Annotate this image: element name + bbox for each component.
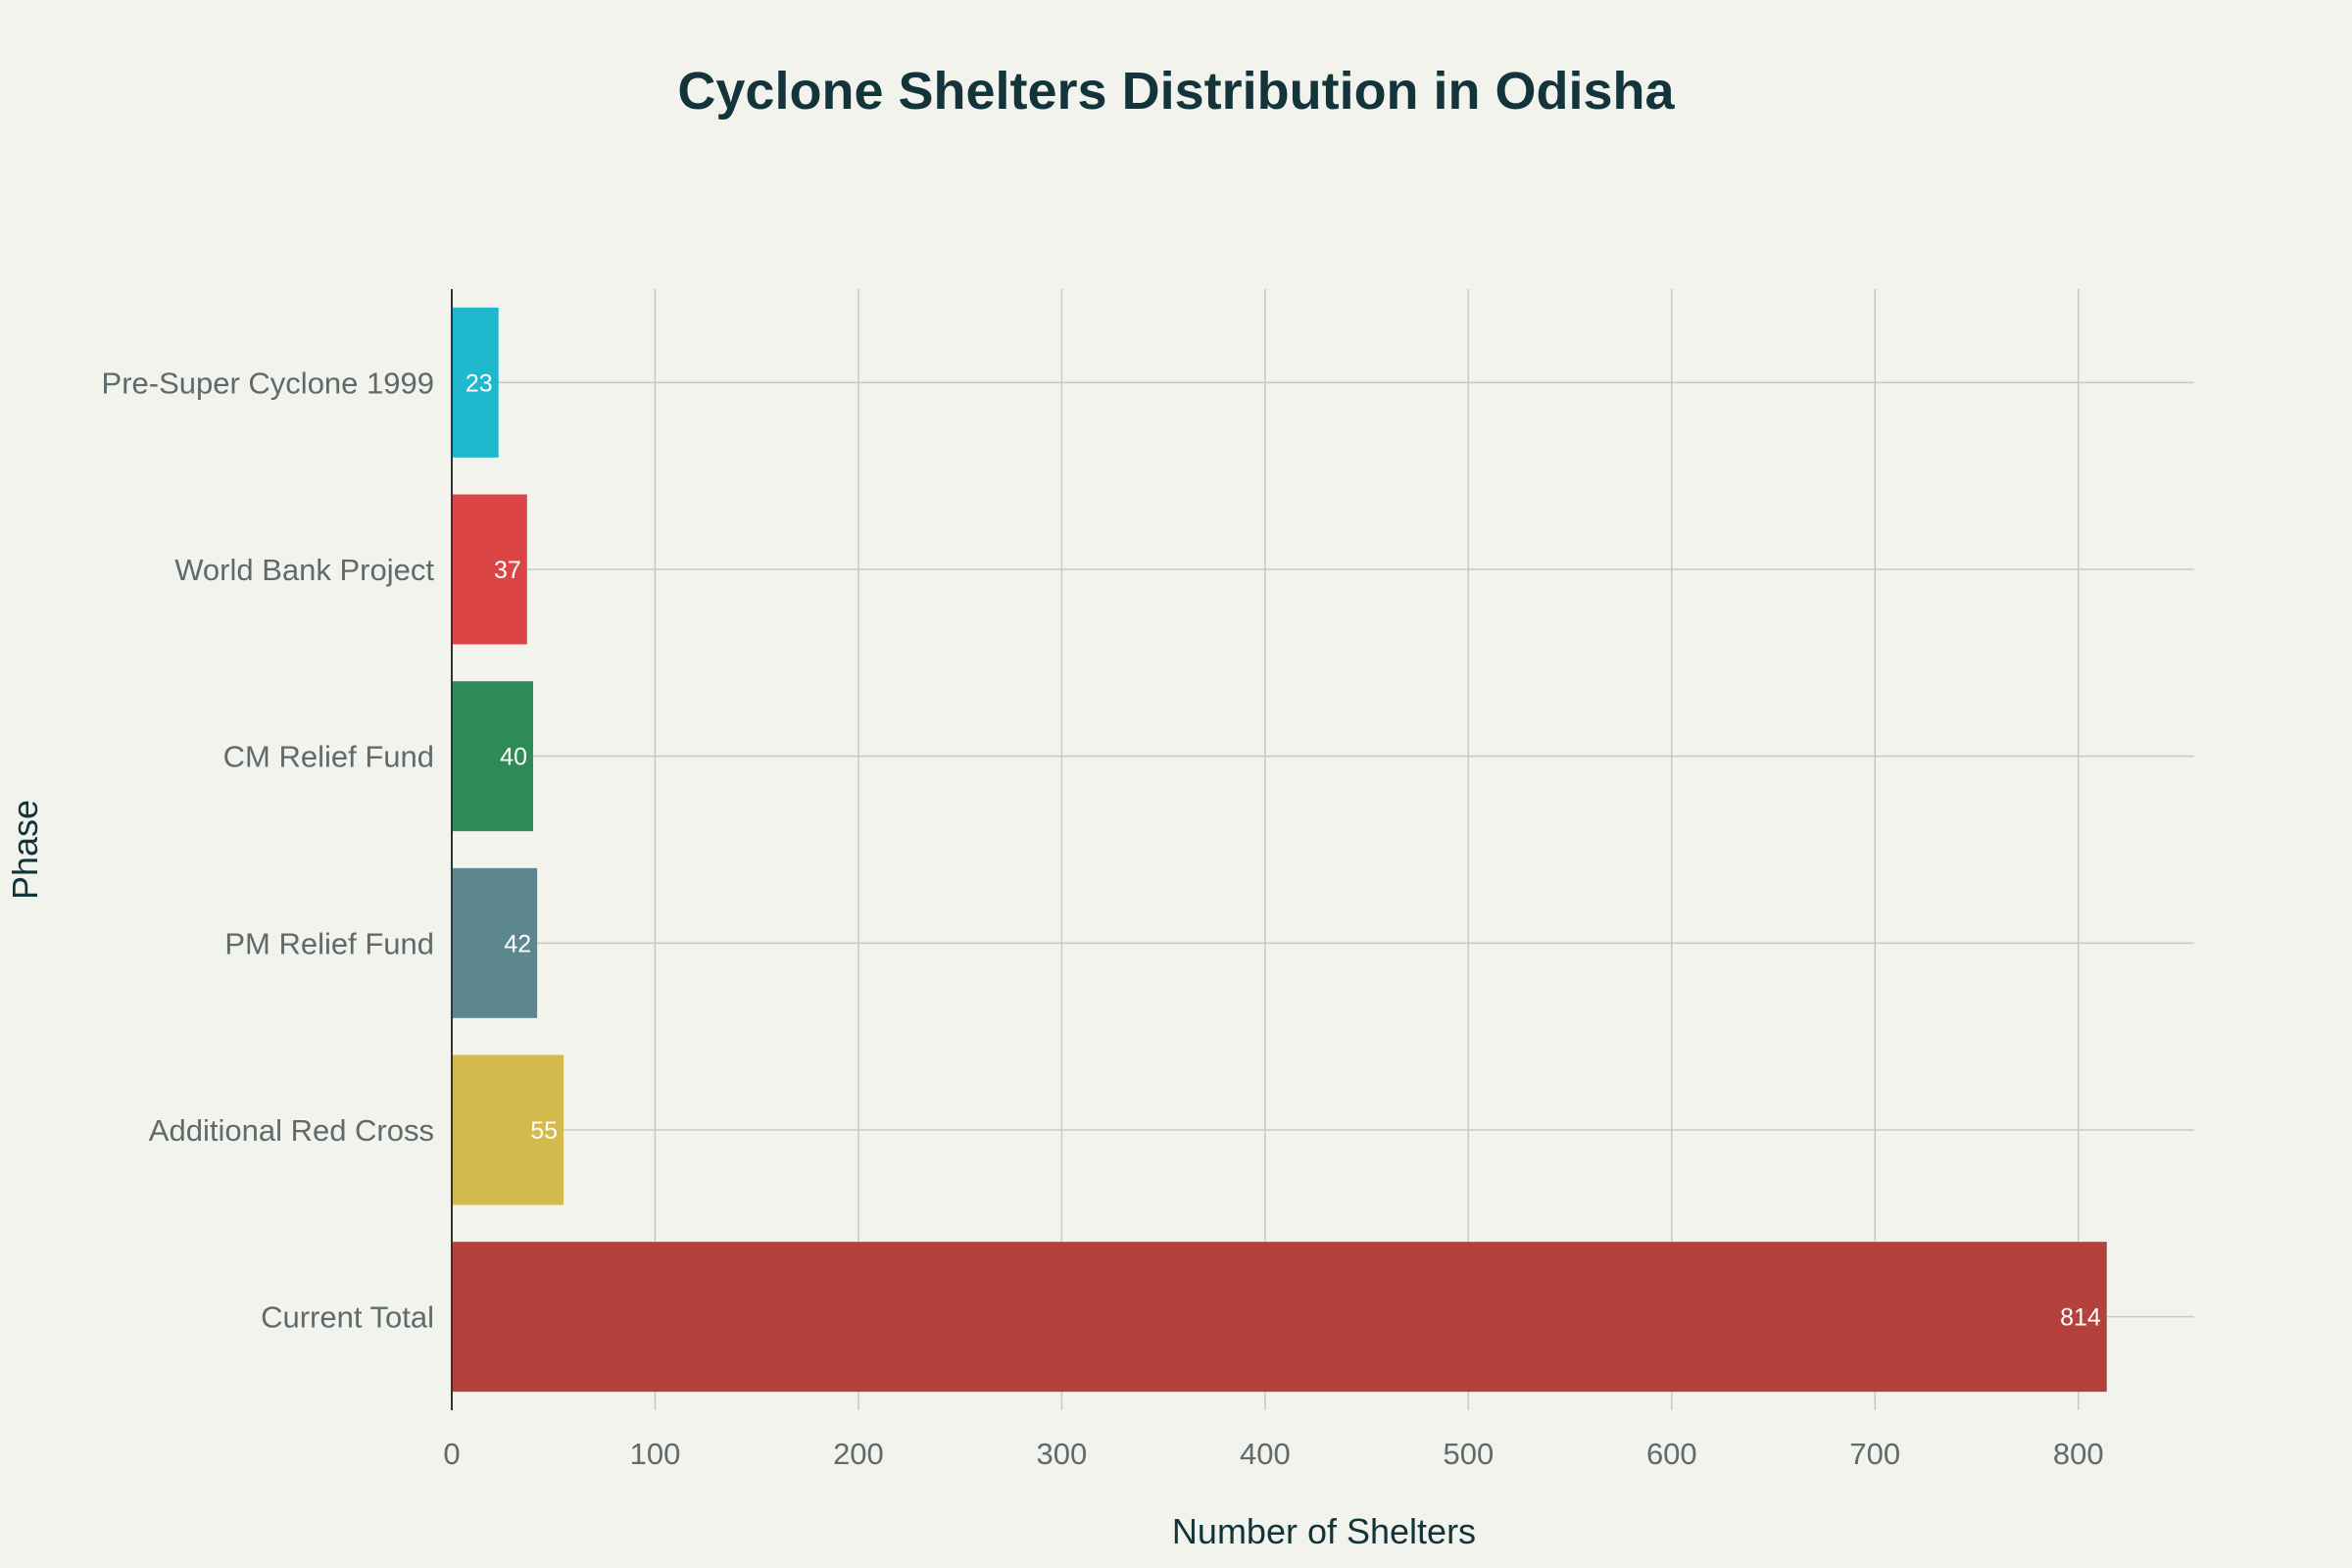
x-tick-label: 600 — [1646, 1437, 1697, 1471]
y-tick-label: Pre-Super Cyclone 1999 — [102, 366, 434, 400]
bar-data-label: 42 — [504, 930, 531, 957]
x-tick-label: 200 — [833, 1437, 884, 1471]
y-tick-label: Additional Red Cross — [149, 1113, 434, 1148]
bar — [452, 867, 538, 1018]
x-tick-label: 800 — [2053, 1437, 2104, 1471]
y-tick-label: Current Total — [261, 1300, 434, 1335]
x-tick-label: 400 — [1240, 1437, 1291, 1471]
bar-data-label: 814 — [2060, 1304, 2101, 1332]
y-tick-label: World Bank Project — [174, 553, 434, 587]
y-tick-label: PM Relief Fund — [224, 926, 434, 960]
bar — [452, 1054, 564, 1205]
bar — [452, 494, 527, 645]
bar — [452, 681, 533, 832]
y-tick-label: CM Relief Fund — [223, 740, 434, 774]
x-tick-label: 0 — [443, 1437, 460, 1471]
bar-data-label: 40 — [500, 744, 527, 771]
y-axis-title: Phase — [5, 800, 45, 900]
bar-data-label: 37 — [494, 557, 521, 584]
x-tick-label: 300 — [1037, 1437, 1088, 1471]
x-tick-label: 500 — [1443, 1437, 1494, 1471]
bar — [452, 1242, 2107, 1393]
bar-data-label: 23 — [466, 369, 493, 397]
bar-data-label: 55 — [530, 1117, 558, 1145]
bar — [452, 307, 499, 458]
x-tick-label: 100 — [630, 1437, 681, 1471]
x-axis-title: Number of Shelters — [1172, 1511, 1476, 1551]
x-tick-label: 700 — [1849, 1437, 1900, 1471]
chart-title: Cyclone Shelters Distribution in Odisha — [677, 62, 1675, 121]
